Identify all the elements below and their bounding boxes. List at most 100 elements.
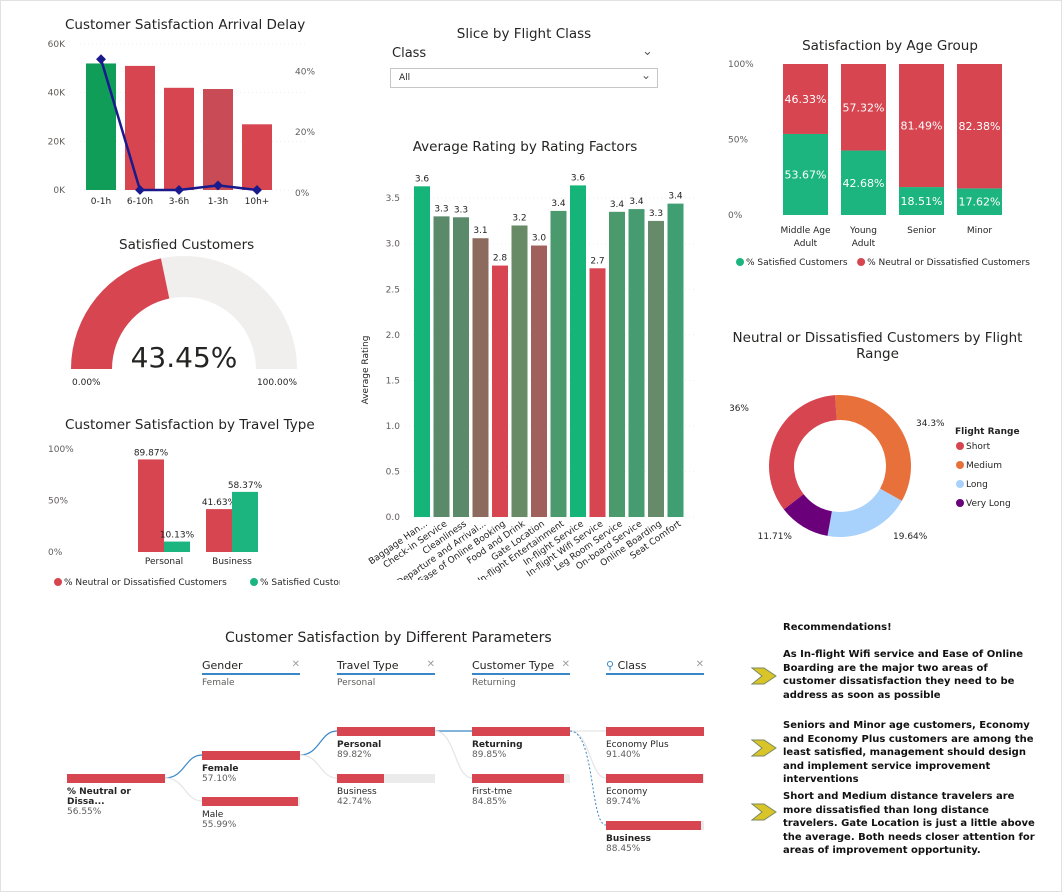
lightbulb-icon: ⚲ <box>606 659 618 672</box>
tree-node[interactable]: Business 88.45% <box>606 821 704 854</box>
tree-node-value: 91.40% <box>606 750 641 760</box>
data-label: 3.3 <box>649 209 663 219</box>
age-group-chart: 0% 50% 100% 53.67% 46.33% Middle Age Adult 42.6… <box>728 60 1030 268</box>
y-tick: 0K <box>53 186 66 196</box>
bar <box>609 211 625 517</box>
y-tick: 50% <box>48 497 68 507</box>
bar <box>125 65 155 190</box>
data-label: 46.33% <box>785 93 827 106</box>
x-tick: Adult <box>852 239 876 249</box>
chevron-down-icon[interactable]: ⌄ <box>642 44 653 59</box>
slicer-title: Class <box>392 46 427 61</box>
y-tick: 3.0 <box>386 240 401 250</box>
data-label: 3.4 <box>610 200 625 210</box>
legend-label: % Neutral or Dissatisfied Customers <box>867 258 1030 268</box>
close-icon[interactable]: ✕ <box>695 659 704 670</box>
tree-level-header[interactable]: ⚲ Class ✕ <box>606 659 704 675</box>
bar-segment <box>957 188 1002 215</box>
close-icon[interactable]: ✕ <box>561 659 570 670</box>
legend-label: % Satisfied Customers <box>746 258 848 268</box>
x-tick: Business <box>212 557 252 567</box>
data-label: 3.2 <box>512 213 526 223</box>
age-group-title: Satisfaction by Age Group <box>802 38 978 54</box>
y-axis-label: Average Rating <box>361 336 371 405</box>
tree-node-bar <box>606 727 704 736</box>
data-label: 3.1 <box>473 226 487 236</box>
tree-node[interactable]: Economy 89.74% <box>606 774 704 807</box>
tree-node-name: Economy Plus <box>606 740 669 750</box>
tree-node-value: 89.85% <box>472 750 507 760</box>
y2-tick: 0% <box>295 189 310 199</box>
tree-node-bar <box>67 774 165 783</box>
tree-node-name: Returning <box>472 740 523 750</box>
bar <box>433 216 450 517</box>
tree-node[interactable]: Male 55.99% <box>202 797 300 830</box>
tree-title: Customer Satisfaction by Different Param… <box>225 630 552 646</box>
tree-node-name: Business <box>337 787 377 797</box>
travel-type-chart: 0% 50% 100% 89.87% 10.13% Personal 41.63% 58.37… <box>48 445 340 588</box>
tree-node-name: % Neutral or Dissa... <box>67 787 131 807</box>
bar <box>531 245 547 517</box>
tree-level-header[interactable]: Customer Type ✕ <box>472 659 570 675</box>
tree-node[interactable]: Business 42.74% <box>337 774 435 807</box>
legend-dot <box>857 258 866 266</box>
arrival-delay-title: Customer Satisfaction Arrival Delay <box>65 17 306 33</box>
tree-node[interactable]: % Neutral or Dissa... 56.55% <box>67 774 165 817</box>
tree-node[interactable]: Economy Plus 91.40% <box>606 727 704 760</box>
y-tick: 20K <box>48 137 66 147</box>
tree-node-bar <box>202 751 300 760</box>
data-label: 3.4 <box>551 199 566 209</box>
donut-slice <box>769 395 837 510</box>
line-marker <box>96 54 106 65</box>
bar <box>511 225 528 517</box>
line-marker <box>213 180 223 191</box>
tree-node-bar <box>472 774 570 783</box>
legend-label: Short <box>966 442 991 452</box>
x-tick: Middle Age <box>781 226 831 236</box>
x-tick: Young <box>849 226 877 236</box>
close-icon[interactable]: ✕ <box>426 659 435 670</box>
bar <box>472 238 489 517</box>
tree-node[interactable]: Returning 89.85% <box>472 727 570 760</box>
tree-node-name: Female <box>202 764 239 774</box>
tree-node[interactable]: First-tme 84.85% <box>472 774 570 807</box>
data-label: 41.63% <box>202 498 237 508</box>
y-tick: 100% <box>728 60 754 70</box>
data-label: 34.3% <box>916 419 945 429</box>
recommendations-title: Recommendations! <box>783 622 892 633</box>
recommendation-1: As In-flight Wifi service and Ease of On… <box>783 649 1024 701</box>
satisfied-gauge: 43.45% 0.00% 100.00% <box>71 256 297 388</box>
data-label: 2.8 <box>493 254 508 264</box>
bar <box>648 220 664 518</box>
data-label: 89.87% <box>134 448 169 458</box>
legend-label: Very Long <box>966 499 1011 509</box>
bar-segment <box>957 64 1002 189</box>
chevron-right-icon <box>750 739 777 757</box>
gauge-max: 100.00% <box>257 378 297 388</box>
tree-node-name: First-tme <box>472 787 513 797</box>
tree-node-bar <box>202 797 300 806</box>
class-dropdown[interactable]: All ⌄ <box>390 68 658 88</box>
close-icon[interactable]: ✕ <box>291 659 300 670</box>
legend-dot <box>956 480 964 488</box>
legend-title: Flight Range <box>955 427 1020 437</box>
tree-level-name: Customer Type <box>472 659 555 672</box>
y-tick: 2.0 <box>386 331 401 341</box>
tree-node[interactable]: Personal 89.82% <box>337 727 435 760</box>
data-label: 82.38% <box>959 120 1001 133</box>
bar <box>206 509 232 552</box>
gauge-fill <box>71 258 170 369</box>
arrival-delay-chart: 0K 20K 40K 60K 0% 20% 40% 0-1h 6-10h 3-6h 1-3h 10h+ <box>48 40 316 207</box>
x-tick: Minor <box>967 226 992 236</box>
recommendation-2: Seniors and Minor age customers, Economy… <box>783 720 1034 785</box>
tree-node-value: 55.99% <box>202 820 237 830</box>
data-label: 3.3 <box>434 204 448 214</box>
tree-level-header[interactable]: Travel Type ✕ <box>337 659 435 675</box>
tree-node[interactable]: Female 57.10% <box>202 751 300 784</box>
gauge-value: 43.45% <box>131 341 238 374</box>
tree-level-header[interactable]: Gender ✕ <box>202 659 300 675</box>
tree-level-name: Class <box>617 659 647 672</box>
data-label: 3.6 <box>571 173 586 183</box>
tree-level-name: Travel Type <box>337 659 399 672</box>
y2-tick: 40% <box>295 67 315 77</box>
